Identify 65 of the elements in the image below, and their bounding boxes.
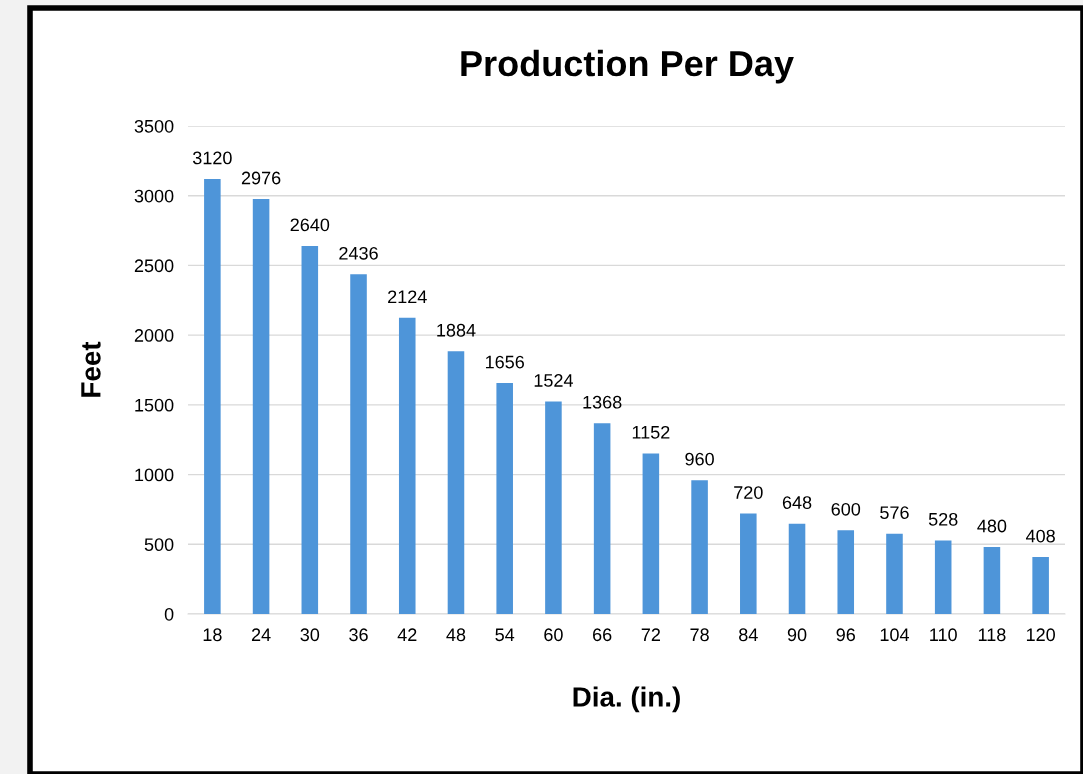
y-tick-label: 2500 (134, 259, 174, 273)
x-tick-label: 54 (495, 628, 515, 642)
bar (301, 245, 319, 614)
data-label: 720 (734, 486, 763, 499)
bar (934, 540, 952, 614)
x-tick-label: 104 (880, 628, 910, 642)
y-tick-label: 0 (164, 607, 174, 621)
x-tick-label: 90 (787, 628, 807, 642)
x-tick-label: 84 (739, 628, 758, 642)
bar (204, 178, 221, 614)
bar (545, 401, 562, 614)
data-label: 528 (928, 512, 958, 526)
data-label: 2124 (388, 290, 427, 303)
data-label: 1368 (583, 395, 622, 409)
data-label: 2976 (241, 171, 281, 185)
x-tick-label: 66 (593, 628, 612, 642)
bar (496, 383, 513, 614)
x-tick-label: 42 (397, 628, 417, 641)
y-tick-label: 500 (144, 538, 174, 552)
x-tick-label: 118 (978, 628, 1006, 642)
data-label: 1884 (437, 323, 476, 337)
data-label: 648 (782, 496, 812, 509)
bar (740, 513, 757, 614)
y-tick-label: 1500 (135, 398, 174, 412)
x-tick-label: 72 (641, 628, 660, 641)
bar (788, 523, 806, 614)
data-label: 960 (685, 452, 714, 466)
chart-title: Production Per Day (461, 49, 794, 84)
data-label: 1524 (534, 374, 573, 387)
x-tick-label: 36 (349, 628, 368, 642)
x-tick-label: 110 (930, 628, 957, 642)
bar (447, 351, 465, 614)
bar (398, 317, 416, 614)
bar (983, 547, 1001, 614)
x-tick-label: 60 (544, 628, 563, 642)
x-tick-label: 78 (690, 628, 709, 642)
bar (691, 480, 708, 614)
data-label: 480 (977, 519, 1007, 533)
x-axis-title: Dia. (in.) (573, 686, 680, 713)
bar (886, 533, 903, 614)
y-axis-title: Feet (81, 341, 101, 397)
x-tick-label: 96 (836, 628, 855, 642)
data-label: 576 (880, 506, 909, 520)
y-tick-label: 1000 (135, 468, 174, 482)
x-tick-label: 30 (300, 628, 320, 642)
bar (593, 423, 611, 614)
x-tick-label: 18 (203, 628, 222, 642)
bar (350, 274, 367, 614)
data-label: 3120 (192, 151, 232, 165)
x-tick-label: 48 (446, 628, 466, 642)
data-label: 1152 (632, 425, 670, 439)
y-tick-label: 3000 (134, 189, 174, 203)
data-label: 600 (831, 502, 861, 516)
bar (1032, 557, 1049, 614)
data-label: 1656 (485, 355, 524, 369)
y-tick-label: 3500 (134, 119, 174, 133)
data-label: 2436 (339, 246, 378, 260)
data-label: 408 (1025, 529, 1055, 543)
x-tick-label: 120 (1026, 628, 1055, 642)
bar (252, 199, 270, 614)
bar (837, 530, 855, 614)
bar (642, 453, 660, 614)
data-label: 2640 (290, 218, 330, 232)
x-tick-label: 24 (251, 628, 271, 641)
y-tick-label: 2000 (134, 329, 174, 342)
